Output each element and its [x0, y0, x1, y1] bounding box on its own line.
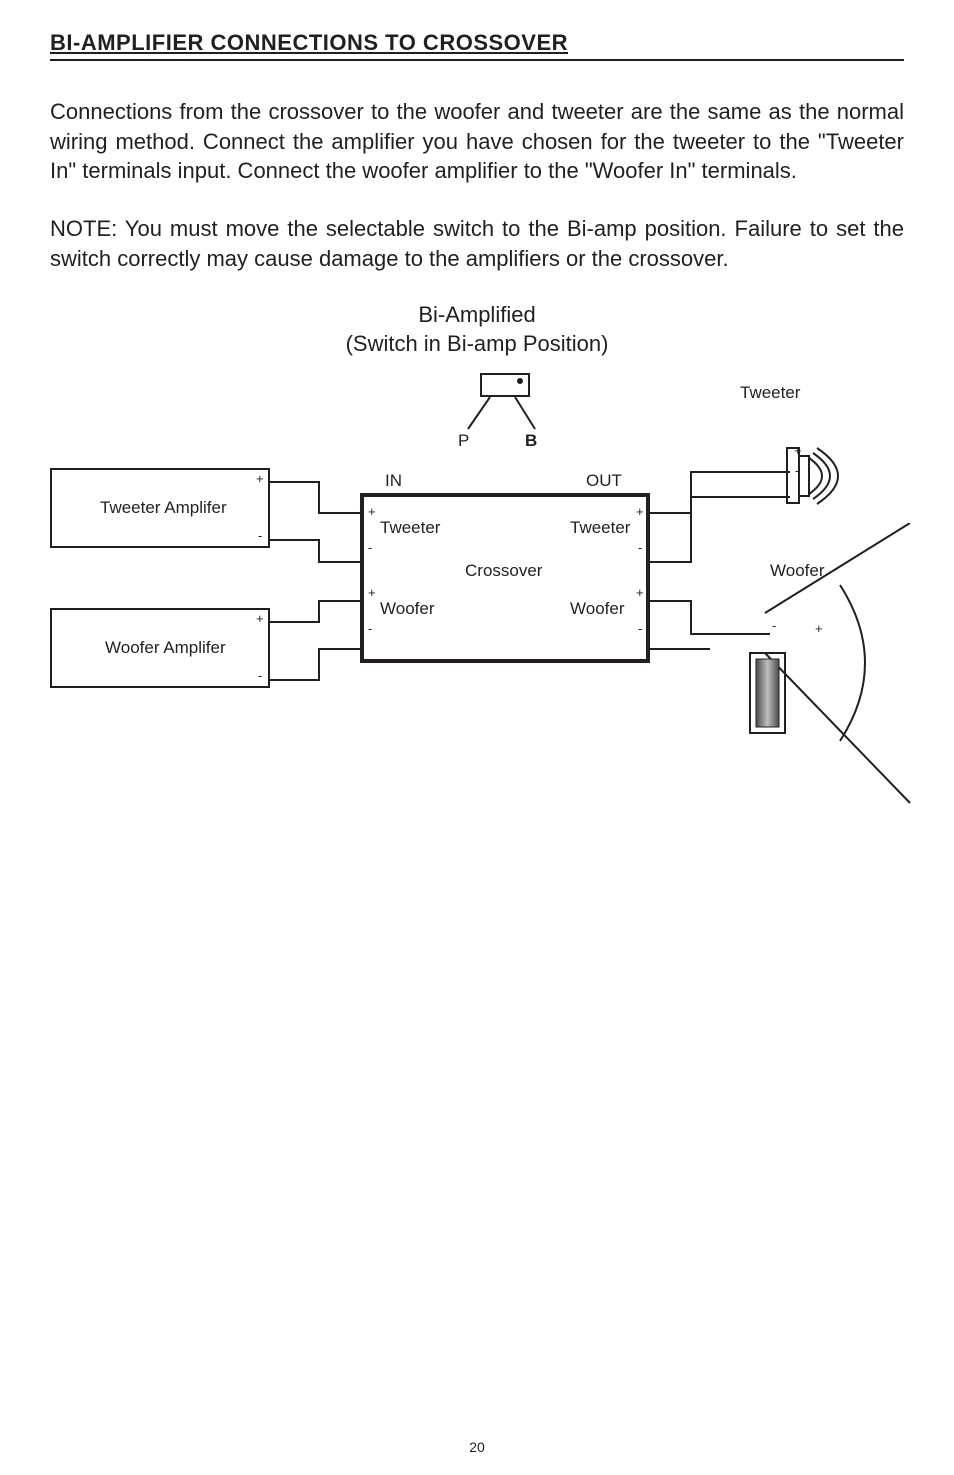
intro-paragraph: Connections from the crossover to the wo… — [50, 97, 904, 186]
woofer-amp-plus: + — [256, 611, 264, 626]
wire — [318, 481, 320, 514]
tweeter-amp-minus: - — [258, 528, 262, 543]
wire — [318, 648, 360, 650]
tweeter-plus: + — [794, 443, 802, 458]
wire — [650, 600, 692, 602]
xo-tweeter-in: Tweeter — [380, 518, 440, 538]
wire — [318, 539, 320, 563]
woofer-amp-minus: - — [258, 668, 262, 683]
xo-wf-in-plus: + — [368, 585, 376, 600]
crossover-label: Crossover — [465, 561, 542, 581]
xo-tweeter-out: Tweeter — [570, 518, 630, 538]
section-title: BI-AMPLIFIER CONNECTIONS TO CROSSOVER — [50, 30, 904, 61]
xo-tw-in-plus: + — [368, 504, 376, 519]
p-label: P — [458, 431, 469, 451]
switch-dot — [517, 378, 523, 384]
xo-wf-out-plus: + — [636, 585, 644, 600]
xo-woofer-in: Woofer — [380, 599, 435, 619]
wire — [650, 561, 692, 563]
tweeter-speaker-label: Tweeter — [740, 383, 800, 403]
wire — [318, 512, 360, 514]
wire — [690, 471, 790, 473]
xo-wf-in-minus: - — [368, 621, 372, 636]
xo-woofer-out: Woofer — [570, 599, 625, 619]
xo-tw-in-minus: - — [368, 540, 372, 555]
page-number: 20 — [0, 1439, 954, 1455]
wire — [690, 600, 692, 635]
wire — [690, 496, 692, 563]
xo-tw-out-plus: + — [636, 504, 644, 519]
wire — [270, 679, 320, 681]
xo-wf-out-minus: - — [638, 621, 642, 636]
wire — [318, 648, 320, 681]
wire — [318, 561, 360, 563]
note-paragraph: NOTE: You must move the selectable switc… — [50, 214, 904, 273]
wire — [650, 648, 692, 650]
wire — [650, 512, 692, 514]
woofer-amp-label: Woofer Amplifer — [105, 638, 226, 658]
diagram-title: Bi-Amplified (Switch in Bi-amp Position) — [50, 301, 904, 358]
wire — [270, 621, 320, 623]
wiring-diagram: P B Tweeter Amplifer + - Woofer Amplifer… — [50, 363, 904, 913]
xo-tw-out-minus: - — [638, 540, 642, 555]
tweeter-amp-label: Tweeter Amplifer — [100, 498, 227, 518]
wire — [270, 481, 320, 483]
wire — [318, 600, 320, 623]
in-label: IN — [385, 471, 402, 491]
tweeter-minus: - — [795, 463, 799, 478]
out-label: OUT — [586, 471, 622, 491]
diagram-title-line2: (Switch in Bi-amp Position) — [346, 331, 609, 356]
woofer-icon — [710, 523, 930, 823]
tweeter-amp-plus: + — [256, 471, 264, 486]
wire — [690, 496, 790, 498]
wire — [690, 648, 710, 650]
switch-box — [480, 373, 530, 397]
b-label: B — [525, 431, 537, 451]
wire — [318, 600, 360, 602]
wire — [270, 539, 320, 541]
diagram-title-line1: Bi-Amplified — [418, 302, 535, 327]
